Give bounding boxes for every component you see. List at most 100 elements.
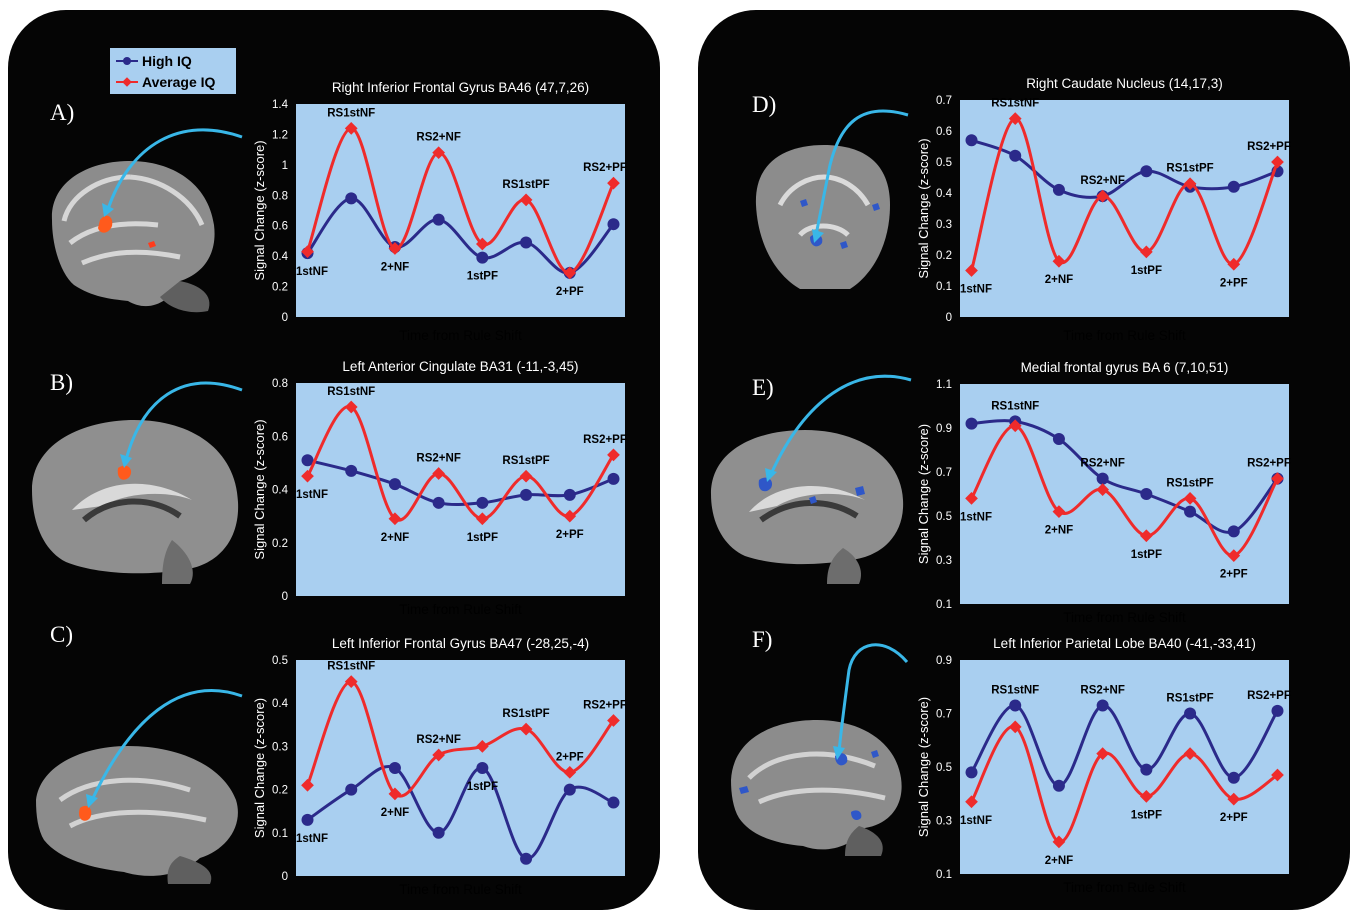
point-label: RS2+PF: [1247, 458, 1291, 470]
y-tick-label: 0.9: [936, 655, 952, 667]
average-iq-data-point: [388, 242, 402, 255]
y-tick-label: 0.7: [936, 709, 952, 721]
high-iq-data-point: [520, 852, 533, 865]
high-iq-data-point: [965, 766, 978, 779]
high-iq-data-point: [1009, 149, 1022, 162]
pointer-arrow: [837, 643, 909, 753]
panel-letter-b: B): [50, 370, 73, 395]
panel-letter-a: A): [50, 100, 75, 125]
point-label: RS2+PF: [583, 434, 627, 446]
high-iq-series-line: [970, 703, 1279, 788]
high-iq-data-point: [607, 472, 620, 485]
point-label: 1stPF: [1131, 265, 1162, 277]
panel-letter-c: C): [50, 622, 73, 647]
legend-item-average-iq: Average IQ: [116, 72, 215, 92]
y-axis-label: Signal Change (z-score): [916, 697, 931, 837]
high-iq-data-point: [1096, 699, 1109, 712]
high-iq-data-point: [563, 488, 576, 501]
y-tick-label: 0.6: [272, 431, 288, 443]
point-label: 1stPF: [467, 532, 498, 544]
point-label: 1stNF: [960, 284, 992, 296]
point-label: RS2+NF: [416, 734, 460, 746]
y-tick-label: 0.8: [272, 378, 288, 390]
y-tick-label: 0: [946, 312, 952, 324]
point-label: 1stNF: [960, 815, 992, 827]
y-tick-label: 0.2: [272, 282, 288, 294]
y-axis-label: Signal Change (z-score): [252, 419, 267, 559]
y-axis-label: Signal Change (z-score): [916, 138, 931, 278]
point-label: RS1stPF: [502, 708, 549, 720]
point-label: 2+NF: [381, 262, 409, 274]
pointer-arrow: [106, 128, 243, 210]
chart-title: Medial frontal gyrus BA 6 (7,10,51): [1021, 360, 1229, 375]
high-iq-data-point: [1184, 707, 1197, 720]
point-label: 1stPF: [467, 781, 498, 793]
high-iq-data-point: [476, 251, 489, 264]
legend-swatch-high-iq: [116, 56, 138, 66]
point-label: RS1stPF: [1166, 163, 1213, 175]
y-tick-label: 0.9: [936, 423, 952, 435]
high-iq-data-point: [563, 783, 576, 796]
point-label: 1stPF: [467, 271, 498, 283]
average-iq-data-point: [475, 512, 489, 526]
midsagittal-brain-image-e: [711, 374, 912, 584]
high-iq-data-point: [476, 762, 489, 774]
y-tick-label: 0.3: [936, 555, 952, 567]
high-iq-data-point: [607, 796, 620, 809]
y-tick-label: 0.5: [936, 762, 952, 774]
line-chart-d: Right Caudate Nucleus (14,17,3) 0 0.1 0.2 0.…: [916, 76, 1291, 343]
y-tick-label: 0.4: [272, 485, 289, 497]
point-label: RS2+PF: [1247, 690, 1291, 702]
x-axis-label: Time from Rule Shift: [1063, 610, 1186, 625]
y-tick-label: 0.6: [936, 126, 952, 138]
arrowhead-icon: [86, 794, 98, 808]
high-iq-series-line: [306, 765, 615, 861]
x-axis-label: Time from Rule Shift: [399, 882, 522, 897]
legend: High IQ Average IQ: [110, 48, 236, 94]
point-label: 1stNF: [296, 489, 328, 501]
legend-swatch-average-iq: [116, 77, 138, 87]
point-label: 2+NF: [381, 807, 409, 819]
high-iq-data-point: [1271, 704, 1284, 717]
average-iq-data-point: [1052, 254, 1066, 268]
sagittal-brain-image-f: [731, 643, 909, 856]
plot-area: [960, 660, 1289, 874]
point-label: 1stNF: [960, 511, 992, 523]
point-label: RS2+NF: [1080, 458, 1124, 470]
panel-letter-d: D): [752, 92, 777, 117]
average-iq-data-point: [388, 512, 402, 526]
high-iq-data-point: [388, 762, 401, 774]
point-label: RS1stNF: [991, 98, 1039, 110]
high-iq-data-point: [1227, 525, 1240, 538]
line-chart-c: Left Inferior Frontal Gyrus BA47 (-28,25…: [252, 636, 627, 897]
point-label: RS2+PF: [1247, 141, 1291, 153]
x-axis-label: Time from Rule Shift: [1063, 880, 1186, 895]
high-iq-data-point: [1227, 180, 1240, 193]
y-tick-label: 0.8: [272, 190, 288, 202]
panel-letter-e: E): [752, 375, 774, 400]
average-iq-data-point: [1183, 177, 1197, 191]
average-iq-data-point: [563, 266, 577, 280]
point-label: RS1stNF: [327, 107, 375, 119]
y-tick-label: 0.7: [936, 95, 952, 107]
y-tick-label: 0.4: [272, 251, 289, 263]
y-tick-label: 0.1: [936, 869, 952, 881]
coronal-brain-image-d: [755, 109, 909, 289]
pointer-arrow: [814, 109, 909, 236]
chart-title: Left Anterior Cingulate BA31 (-11,-3,45): [342, 359, 578, 374]
y-tick-label: 0.1: [936, 599, 952, 611]
point-label: 2+NF: [1045, 525, 1073, 537]
line-chart-b: Left Anterior Cingulate BA31 (-11,-3,45)…: [252, 359, 627, 617]
legend-label-high-iq: High IQ: [142, 53, 192, 69]
high-iq-data-point: [1227, 771, 1240, 784]
sagittal-brain-image-c: [36, 689, 243, 884]
point-label: 1stPF: [1131, 809, 1162, 821]
high-iq-data-point: [476, 496, 489, 509]
y-tick-label: 1.1: [936, 379, 952, 391]
high-iq-data-point: [1140, 165, 1153, 178]
chart-title: Right Caudate Nucleus (14,17,3): [1026, 76, 1223, 91]
y-tick-label: 0.2: [936, 250, 952, 262]
point-label: 2+PF: [1220, 277, 1248, 289]
point-label: 1stPF: [1131, 549, 1162, 561]
high-iq-data-point: [1009, 699, 1022, 712]
